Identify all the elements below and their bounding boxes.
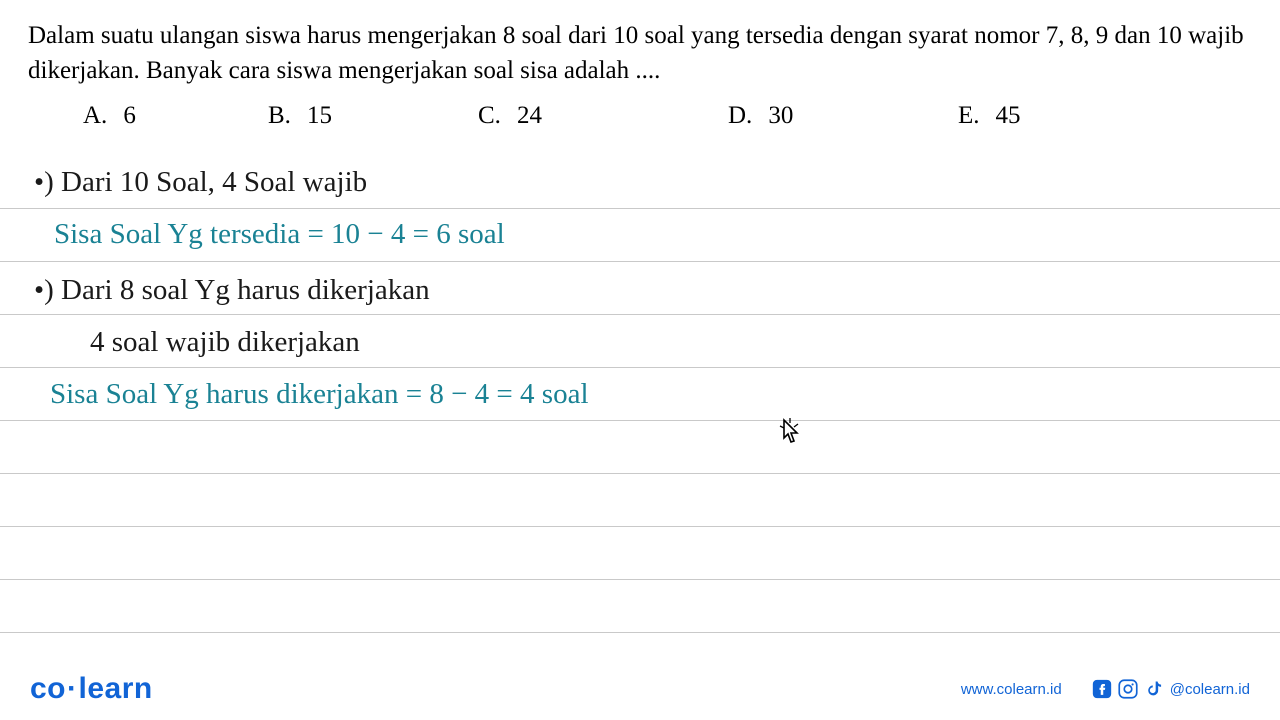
option-c: C. 24 — [478, 102, 728, 130]
instagram-icon — [1118, 679, 1138, 699]
option-c-value: 24 — [517, 102, 542, 130]
option-c-letter: C. — [478, 102, 501, 130]
brand-dot: · — [66, 672, 79, 705]
brand-co: co — [30, 672, 66, 705]
ruled-line — [0, 580, 1280, 633]
ruled-line — [0, 421, 1280, 474]
footer-bar: co·learn www.colearn.id @colearn.id — [0, 658, 1280, 720]
notebook-area: •) Dari 10 Soal, 4 Soal wajib Sisa Soal Y… — [0, 156, 1280, 633]
question-area: Dalam suatu ulangan siswa harus mengerja… — [0, 0, 1280, 138]
social-group: @colearn.id — [1092, 679, 1250, 699]
social-handle: @colearn.id — [1170, 681, 1250, 698]
handwritten-line: •) Dari 10 Soal, 4 Soal wajib — [34, 166, 367, 199]
option-e-letter: E. — [958, 102, 980, 130]
option-b-value: 15 — [307, 102, 332, 130]
option-d: D. 30 — [728, 102, 958, 130]
handwritten-line: Sisa Soal Yg harus dikerjakan = 8 − 4 = … — [50, 378, 589, 411]
ruled-line — [0, 474, 1280, 527]
ruled-line — [0, 527, 1280, 580]
handwritten-line: 4 soal wajib dikerjakan — [90, 326, 360, 359]
facebook-icon — [1092, 679, 1112, 699]
option-b-letter: B. — [268, 102, 291, 130]
option-d-letter: D. — [728, 102, 752, 130]
option-e: E. 45 — [958, 102, 1021, 130]
option-b: B. 15 — [268, 102, 478, 130]
question-text: Dalam suatu ulangan siswa harus mengerja… — [28, 18, 1252, 88]
option-e-value: 45 — [996, 102, 1021, 130]
handwritten-line: Sisa Soal Yg tersedia = 10 − 4 = 6 soal — [54, 218, 505, 251]
brand-logo: co·learn — [30, 672, 153, 706]
footer-url: www.colearn.id — [961, 681, 1062, 698]
brand-learn: learn — [79, 672, 153, 705]
handwritten-line: •) Dari 8 soal Yg harus dikerjakan — [34, 274, 430, 307]
option-a: A. 6 — [83, 102, 268, 130]
option-a-value: 6 — [123, 102, 136, 130]
options-row: A. 6 B. 15 C. 24 D. 30 E. 45 — [28, 102, 1252, 130]
option-d-value: 30 — [768, 102, 793, 130]
option-a-letter: A. — [83, 102, 107, 130]
tiktok-icon — [1144, 679, 1164, 699]
